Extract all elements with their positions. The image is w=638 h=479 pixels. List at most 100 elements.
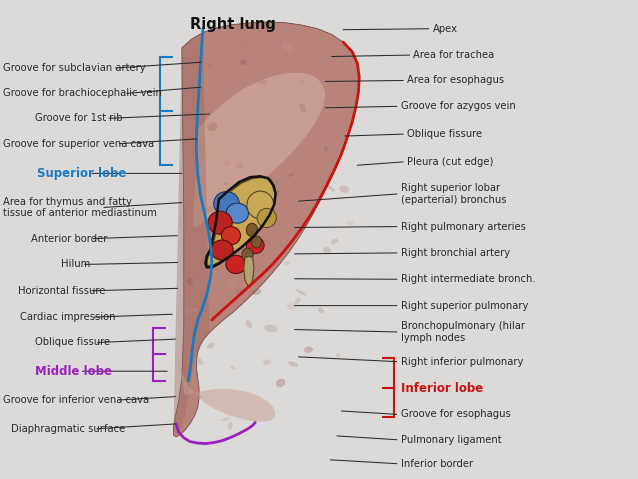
Ellipse shape [207,122,218,131]
Text: Horizontal fissure: Horizontal fissure [18,286,105,296]
Polygon shape [174,22,359,437]
Ellipse shape [323,247,331,254]
Text: Groove for azygos vein: Groove for azygos vein [401,102,516,111]
Text: Inferior border: Inferior border [401,459,473,468]
Text: Pulmonary ligament: Pulmonary ligament [401,435,501,445]
Ellipse shape [339,147,346,152]
Text: Inferior lobe: Inferior lobe [401,382,483,396]
Ellipse shape [295,289,307,296]
Ellipse shape [186,278,193,285]
Text: Right superior lobar
(eparterial) bronchus: Right superior lobar (eparterial) bronch… [401,183,506,205]
Ellipse shape [286,303,296,310]
Ellipse shape [195,282,200,287]
Ellipse shape [234,84,241,89]
Ellipse shape [339,185,350,193]
Ellipse shape [214,192,239,216]
Ellipse shape [224,182,228,185]
Ellipse shape [226,203,248,223]
Ellipse shape [236,163,244,169]
Text: Right superior pulmonary: Right superior pulmonary [401,301,528,310]
Ellipse shape [180,223,186,228]
Text: Oblique fissure: Oblique fissure [407,129,482,139]
Ellipse shape [252,288,262,295]
Polygon shape [207,177,276,266]
Polygon shape [174,33,209,435]
Ellipse shape [226,255,246,274]
Ellipse shape [263,239,270,243]
Text: Anterior border: Anterior border [31,234,107,243]
Ellipse shape [223,160,230,166]
Ellipse shape [192,308,198,312]
Ellipse shape [300,103,306,113]
Text: Groove for subclavian artery: Groove for subclavian artery [3,63,146,73]
Ellipse shape [286,173,295,177]
Ellipse shape [193,395,203,400]
Ellipse shape [251,236,262,248]
Ellipse shape [242,248,253,262]
Ellipse shape [247,191,274,219]
Text: Area for esophagus: Area for esophagus [407,76,504,85]
Ellipse shape [185,308,192,314]
Ellipse shape [318,308,323,313]
Ellipse shape [299,80,304,85]
Polygon shape [244,256,254,287]
Ellipse shape [346,220,354,226]
Text: Groove for brachiocephalic vein: Groove for brachiocephalic vein [3,89,162,98]
Ellipse shape [336,354,340,357]
Ellipse shape [211,240,233,260]
Text: Apex: Apex [433,24,457,34]
Text: Hilum: Hilum [61,260,90,269]
Ellipse shape [264,325,278,332]
Ellipse shape [228,422,232,430]
Ellipse shape [327,185,335,192]
Ellipse shape [193,356,204,365]
Ellipse shape [288,361,298,367]
Ellipse shape [207,343,215,349]
Text: Superior lobe: Superior lobe [37,167,126,180]
Ellipse shape [230,366,235,370]
Text: Right inferior pulmonary: Right inferior pulmonary [401,357,523,366]
Ellipse shape [263,359,271,365]
Ellipse shape [221,227,241,245]
Text: Groove for inferior vena cava: Groove for inferior vena cava [3,395,149,405]
Text: Groove for superior vena cava: Groove for superior vena cava [3,139,154,148]
Ellipse shape [331,239,338,244]
Ellipse shape [282,43,294,51]
Text: Right lung: Right lung [190,17,276,32]
Text: Diaphragmatic surface: Diaphragmatic surface [11,424,126,433]
Polygon shape [177,359,276,422]
Ellipse shape [235,288,245,296]
Ellipse shape [316,141,328,148]
Text: Area for thymus and fatty
tissue of anterior mediastinum: Area for thymus and fatty tissue of ante… [3,196,157,218]
Text: Middle lobe: Middle lobe [35,365,112,378]
Ellipse shape [257,208,276,228]
Ellipse shape [274,190,279,194]
Ellipse shape [240,59,247,65]
Ellipse shape [304,347,313,353]
Text: Bronchopulmonary (hilar
lymph nodes: Bronchopulmonary (hilar lymph nodes [401,321,524,343]
Text: Right intermediate bronch.: Right intermediate bronch. [401,274,535,284]
Ellipse shape [241,41,251,47]
Ellipse shape [328,102,336,107]
Text: Groove for esophagus: Groove for esophagus [401,410,510,419]
Text: Oblique fissure: Oblique fissure [35,338,110,347]
Ellipse shape [246,319,252,329]
Polygon shape [193,73,325,228]
Ellipse shape [286,182,290,185]
Text: Right bronchial artery: Right bronchial artery [401,248,510,258]
Ellipse shape [221,417,231,421]
Ellipse shape [257,79,267,84]
Ellipse shape [207,62,212,69]
Ellipse shape [297,140,307,145]
Text: Area for trachea: Area for trachea [413,50,494,60]
Ellipse shape [204,206,214,213]
Ellipse shape [284,261,290,265]
Text: Groove for 1st rib: Groove for 1st rib [35,114,122,123]
Ellipse shape [208,211,232,234]
Text: Right pulmonary arteries: Right pulmonary arteries [401,222,526,231]
Ellipse shape [331,123,337,133]
Text: Cardiac impression: Cardiac impression [20,312,116,322]
Ellipse shape [246,237,264,254]
Ellipse shape [336,83,343,88]
Text: Pleura (cut edge): Pleura (cut edge) [407,157,493,167]
